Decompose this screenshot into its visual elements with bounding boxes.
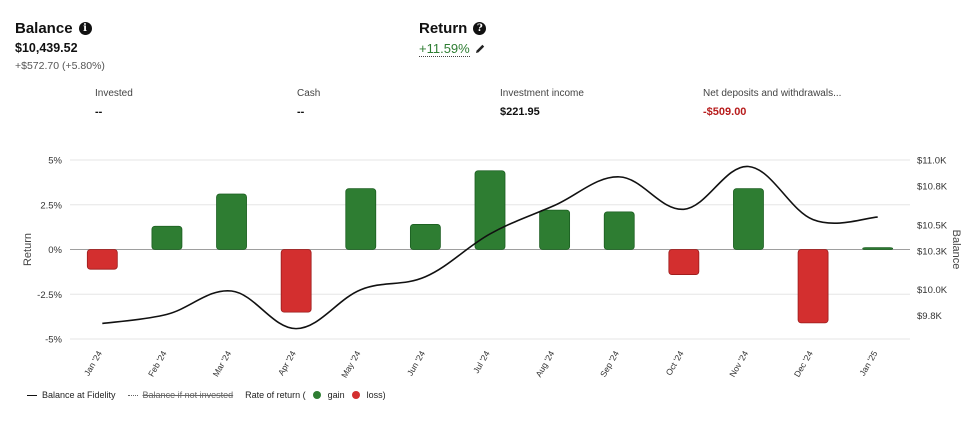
gain-dot-icon xyxy=(312,391,321,399)
x-tick-label: Jul '24 xyxy=(471,349,492,375)
y2-tick-label: $10.0K xyxy=(917,285,948,296)
y2-tick-label: $10.8K xyxy=(917,181,948,192)
x-tick-label: Jan '24 xyxy=(82,349,104,378)
x-tick-label: Nov '24 xyxy=(727,349,750,379)
loss-bar xyxy=(280,249,312,313)
legend-balance[interactable]: Balance at Fidelity xyxy=(27,390,116,400)
return-header: Return ? xyxy=(419,20,487,37)
legend-not-invested[interactable]: Balance if not invested xyxy=(127,390,234,400)
legend-rate-of-return[interactable]: Rate of return ( gain loss) xyxy=(245,390,386,400)
y2-tick-label: $9.8K xyxy=(917,311,942,322)
legend-gain-label: gain xyxy=(327,390,345,400)
chart-legend: Balance at Fidelity Balance if not inves… xyxy=(27,390,398,400)
y2-tick-label: $10.3K xyxy=(917,246,948,257)
metric-label: Investment income xyxy=(500,88,584,99)
return-balance-chart: 5% 2.5% 0% -2.5% -5% $11.0K $10.8K $10.5K $10.3K… xyxy=(22,156,962,380)
x-tick-label: Feb '24 xyxy=(146,349,169,379)
legend-loss-label: loss) xyxy=(366,390,386,400)
x-tick-label: Apr '24 xyxy=(276,349,298,377)
return-value-row: +11.59% xyxy=(419,41,486,57)
gain-bar xyxy=(345,188,377,250)
loss-bar xyxy=(797,249,829,324)
y-tick-label: -2.5% xyxy=(37,290,62,301)
metric-label: Net deposits and withdrawals... xyxy=(703,88,842,99)
balance-change: +$572.70 (+5.80%) xyxy=(15,60,105,72)
y-tick-label: 0% xyxy=(48,245,62,256)
gain-bar xyxy=(474,170,506,250)
y-tick-label: 5% xyxy=(48,156,62,167)
balance-line-group xyxy=(102,165,878,330)
balance-header: Balance i xyxy=(15,20,105,37)
x-tick-label: Oct '24 xyxy=(664,349,686,377)
legend-not-invested-label: Balance if not invested xyxy=(142,390,234,400)
metric-invested: Invested -- xyxy=(95,88,133,118)
x-tick-label: Sep '24 xyxy=(598,349,621,379)
metric-label: Invested xyxy=(95,88,133,99)
metric-value: -$509.00 xyxy=(703,106,747,118)
metrics-row: Invested -- Cash -- Investment income $2… xyxy=(0,88,980,138)
x-tick-label: May '24 xyxy=(339,349,363,380)
gain-bar xyxy=(603,211,635,250)
metric-cash: Cash -- xyxy=(297,88,320,118)
y2-tick-label: $11.0K xyxy=(917,156,947,167)
return-value: +11.59% xyxy=(419,41,470,57)
y-tick-label: 2.5% xyxy=(40,200,62,211)
balance-line xyxy=(102,165,878,330)
x-tick-label: Jun '24 xyxy=(405,349,427,378)
balance-value: $10,439.52 xyxy=(15,41,78,55)
legend-dotted-swatch xyxy=(127,394,138,396)
gain-bar xyxy=(733,188,764,250)
x-tick-label: Mar '24 xyxy=(211,349,234,379)
legend-balance-label: Balance at Fidelity xyxy=(42,390,116,400)
metric-value: -- xyxy=(297,106,305,118)
loss-dot-icon xyxy=(351,391,360,399)
gain-bar xyxy=(539,209,571,250)
metric-net-deposits[interactable]: Net deposits and withdrawals... -$509.00 xyxy=(703,88,841,118)
y-tick-label: -5% xyxy=(45,335,62,346)
x-tick-label: Jan '25 xyxy=(857,349,879,378)
loss-bar xyxy=(86,249,118,270)
loss-bar xyxy=(668,249,700,275)
gain-bar xyxy=(862,247,894,250)
help-icon[interactable]: ? xyxy=(473,22,487,35)
metric-value: $221.95 xyxy=(500,106,540,118)
gain-bar xyxy=(409,224,441,250)
gain-bar xyxy=(216,193,247,250)
y-axis-title: Return xyxy=(22,233,34,266)
balance-title: Balance xyxy=(15,20,73,37)
metric-investment-income: Investment income $221.95 xyxy=(500,88,584,118)
balance-summary: Balance i $10,439.52 +$572.70 (+5.80%) xyxy=(15,20,105,72)
legend-rate-prefix: Rate of return ( xyxy=(245,390,306,400)
return-bars xyxy=(86,170,894,324)
metric-value: -- xyxy=(95,106,103,118)
gain-bar xyxy=(151,225,183,250)
return-title: Return xyxy=(419,20,468,37)
return-summary: Return ? +11.59% xyxy=(419,20,487,57)
y2-axis-title: Balance xyxy=(950,230,962,270)
metric-label: Cash xyxy=(297,88,321,99)
pencil-icon[interactable] xyxy=(474,43,486,55)
info-icon[interactable]: i xyxy=(78,22,92,35)
legend-line-swatch xyxy=(27,394,37,396)
x-tick-label: Aug '24 xyxy=(533,349,556,379)
x-tick-label: Dec '24 xyxy=(792,349,815,379)
y2-tick-label: $10.5K xyxy=(917,220,948,231)
